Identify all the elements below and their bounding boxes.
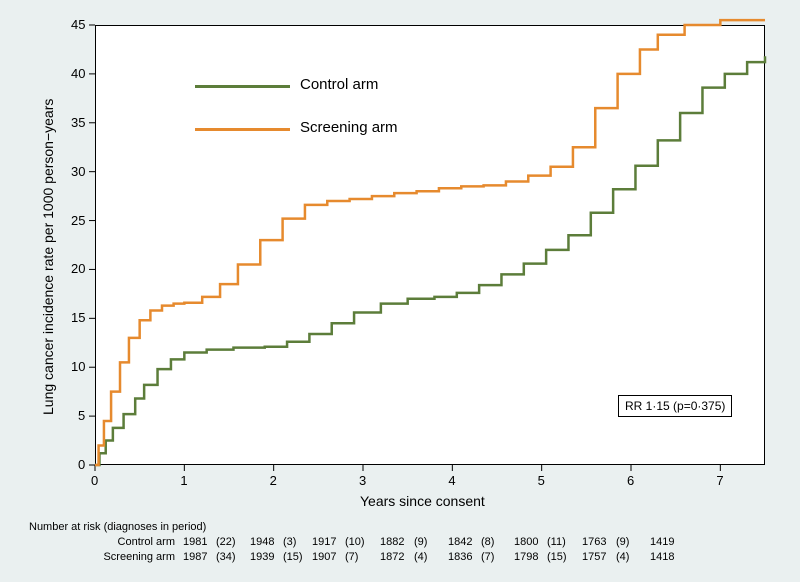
risk-cell: 1763: [582, 536, 606, 548]
y-tick-label: 30: [71, 164, 85, 179]
risk-cell: 1987: [183, 551, 207, 563]
legend-swatch: [195, 85, 290, 88]
risk-cell: (9): [414, 536, 427, 548]
y-tick-label: 15: [71, 310, 85, 325]
annotation-box: RR 1·15 (p=0·375): [618, 395, 732, 417]
risk-cell: (34): [216, 551, 236, 563]
risk-cell: (8): [481, 536, 494, 548]
risk-cell: 1948: [250, 536, 274, 548]
risk-cell: 1798: [514, 551, 538, 563]
risk-cell: (15): [547, 551, 567, 563]
y-tick-label: 45: [71, 17, 85, 32]
risk-cell: 1981: [183, 536, 207, 548]
risk-cell: (7): [345, 551, 358, 563]
risk-cell: 1939: [250, 551, 274, 563]
risk-cell: 1882: [380, 536, 404, 548]
figure-root: Lung cancer incidence rate per 1000 pers…: [0, 0, 800, 582]
risk-cell: (4): [616, 551, 629, 563]
y-tick-label: 20: [71, 261, 85, 276]
x-tick-label: 0: [91, 473, 98, 488]
risk-cell: 1842: [448, 536, 472, 548]
y-tick-label: 10: [71, 359, 85, 374]
legend-label: Screening arm: [300, 119, 398, 136]
x-tick-label: 7: [716, 473, 723, 488]
y-tick-label: 25: [71, 213, 85, 228]
x-tick-label: 3: [359, 473, 366, 488]
risk-cell: 1800: [514, 536, 538, 548]
y-axis-label: Lung cancer incidence rate per 1000 pers…: [40, 99, 56, 415]
risk-cell: (15): [283, 551, 303, 563]
x-tick-label: 4: [448, 473, 455, 488]
x-tick-label: 1: [180, 473, 187, 488]
risk-cell: (7): [481, 551, 494, 563]
y-tick-label: 5: [78, 408, 85, 423]
risk-cell: 1757: [582, 551, 606, 563]
x-tick-label: 5: [538, 473, 545, 488]
risk-cell: (4): [414, 551, 427, 563]
x-axis-label: Years since consent: [360, 493, 485, 509]
risk-cell: 1836: [448, 551, 472, 563]
risk-cell: (3): [283, 536, 296, 548]
risk-cell: (10): [345, 536, 365, 548]
risk-cell: 1907: [312, 551, 336, 563]
risk-cell: 1872: [380, 551, 404, 563]
y-tick-label: 0: [78, 457, 85, 472]
risk-cell: (22): [216, 536, 236, 548]
risk-cell: 1419: [650, 536, 674, 548]
risk-row-label: Control arm: [118, 536, 175, 548]
legend-label: Control arm: [300, 76, 378, 93]
y-tick-label: 35: [71, 115, 85, 130]
risk-table-title: Number at risk (diagnoses in period): [29, 521, 206, 533]
x-tick-label: 6: [627, 473, 634, 488]
legend-swatch: [195, 128, 290, 131]
risk-cell: (9): [616, 536, 629, 548]
risk-cell: 1917: [312, 536, 336, 548]
risk-cell: (11): [547, 536, 566, 548]
y-tick-label: 40: [71, 66, 85, 81]
risk-cell: 1418: [650, 551, 674, 563]
risk-row-label: Screening arm: [103, 551, 175, 563]
x-tick-label: 2: [270, 473, 277, 488]
